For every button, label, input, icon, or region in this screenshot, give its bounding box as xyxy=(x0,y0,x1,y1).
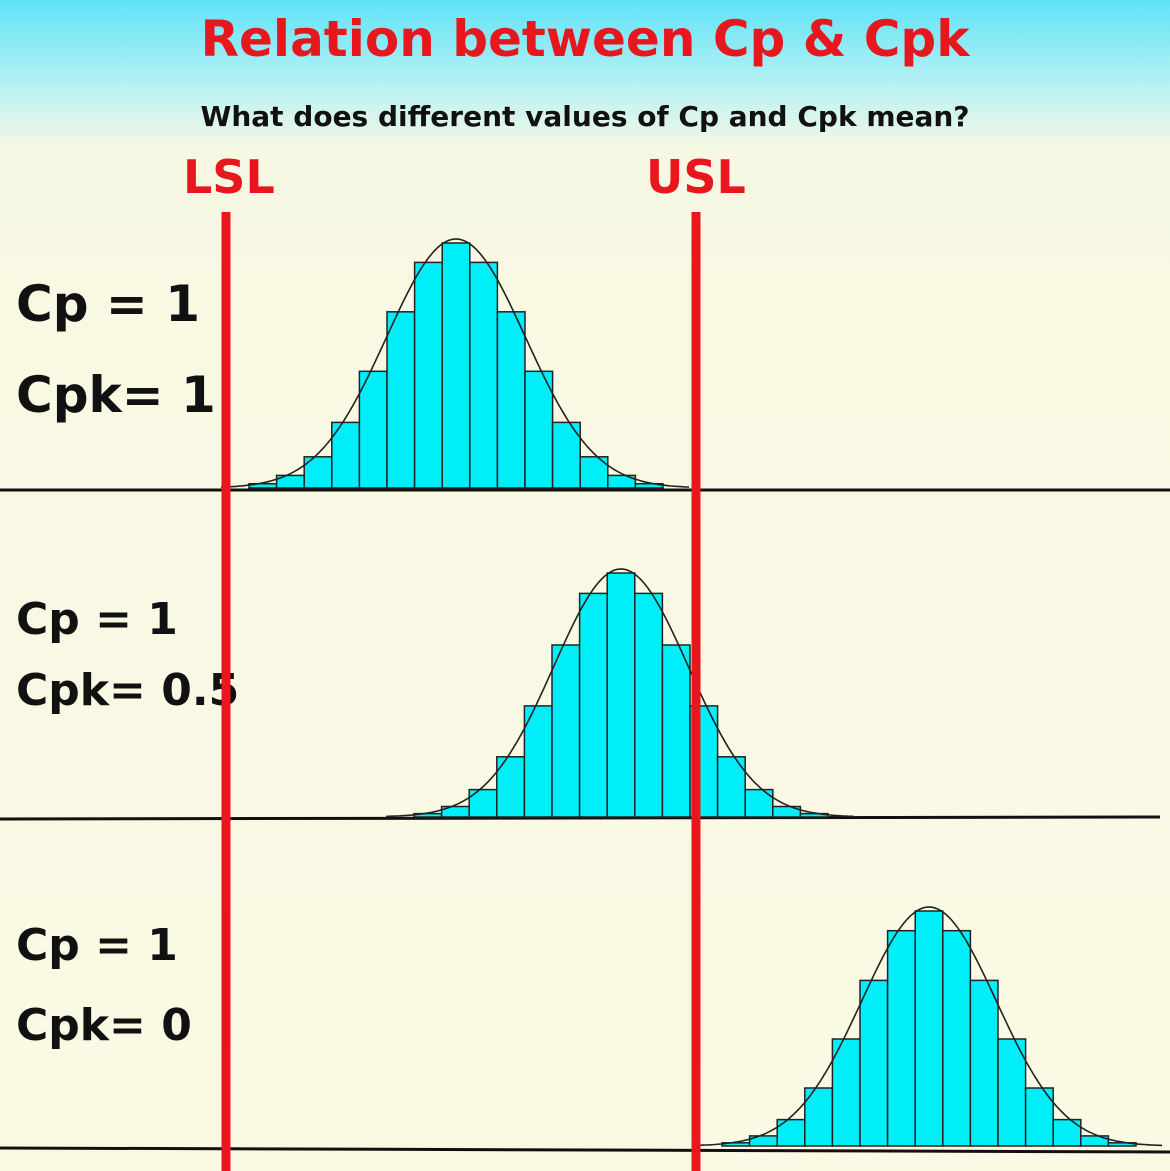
cp-value-label: Cp = 1 xyxy=(16,594,178,645)
normal-curve xyxy=(385,568,855,818)
histogram-bar xyxy=(942,929,972,1147)
diagram-subtitle: What does different values of Cp and Cpk… xyxy=(200,100,970,133)
histogram-bar xyxy=(551,644,581,818)
histogram-bar xyxy=(386,311,416,489)
histogram-bar xyxy=(969,979,999,1147)
histogram-bar xyxy=(551,421,581,489)
histogram-bar xyxy=(358,370,388,489)
histogram-panel-3 xyxy=(693,906,1163,1147)
normal-curve xyxy=(693,906,1163,1147)
histogram-bar xyxy=(441,242,471,489)
histogram-bar xyxy=(331,421,361,489)
baseline-panel-2 xyxy=(0,815,1161,821)
histogram-bar xyxy=(634,592,664,818)
baseline-panel-3 xyxy=(0,1146,1170,1154)
histogram-bar xyxy=(997,1038,1027,1147)
cpk-value-label: Cpk= 0 xyxy=(16,1000,192,1051)
histogram-bar xyxy=(886,929,916,1147)
histogram-bar xyxy=(1080,1135,1110,1147)
histogram-bar xyxy=(776,1118,806,1147)
histogram-bar xyxy=(578,592,608,818)
histogram-bar xyxy=(607,474,637,489)
histogram-panel-1 xyxy=(220,238,690,489)
histogram-bar xyxy=(496,311,526,489)
cpk-value-label: Cpk= 1 xyxy=(16,366,216,424)
normal-curve xyxy=(220,238,690,488)
usl-label: USL xyxy=(646,150,746,204)
histogram-bar xyxy=(859,979,889,1147)
cp-value-label: Cp = 1 xyxy=(16,275,200,333)
histogram-bar xyxy=(661,644,691,818)
histogram-bar xyxy=(524,370,554,489)
cpk-value-label: Cpk= 0.5 xyxy=(16,665,240,716)
histogram-bar xyxy=(914,910,944,1147)
histogram-bar xyxy=(831,1038,861,1147)
histogram-bar xyxy=(523,705,553,818)
histogram-bar xyxy=(772,805,802,818)
histogram-panel-2 xyxy=(385,568,855,818)
histogram-bar xyxy=(413,261,443,489)
lsl-label: LSL xyxy=(183,150,275,204)
histogram-bar xyxy=(496,756,526,818)
histogram-bar xyxy=(469,261,499,489)
diagram-title: Relation between Cp & Cpk xyxy=(200,10,970,68)
histogram-bar xyxy=(606,572,636,818)
cp-value-label: Cp = 1 xyxy=(16,920,178,971)
